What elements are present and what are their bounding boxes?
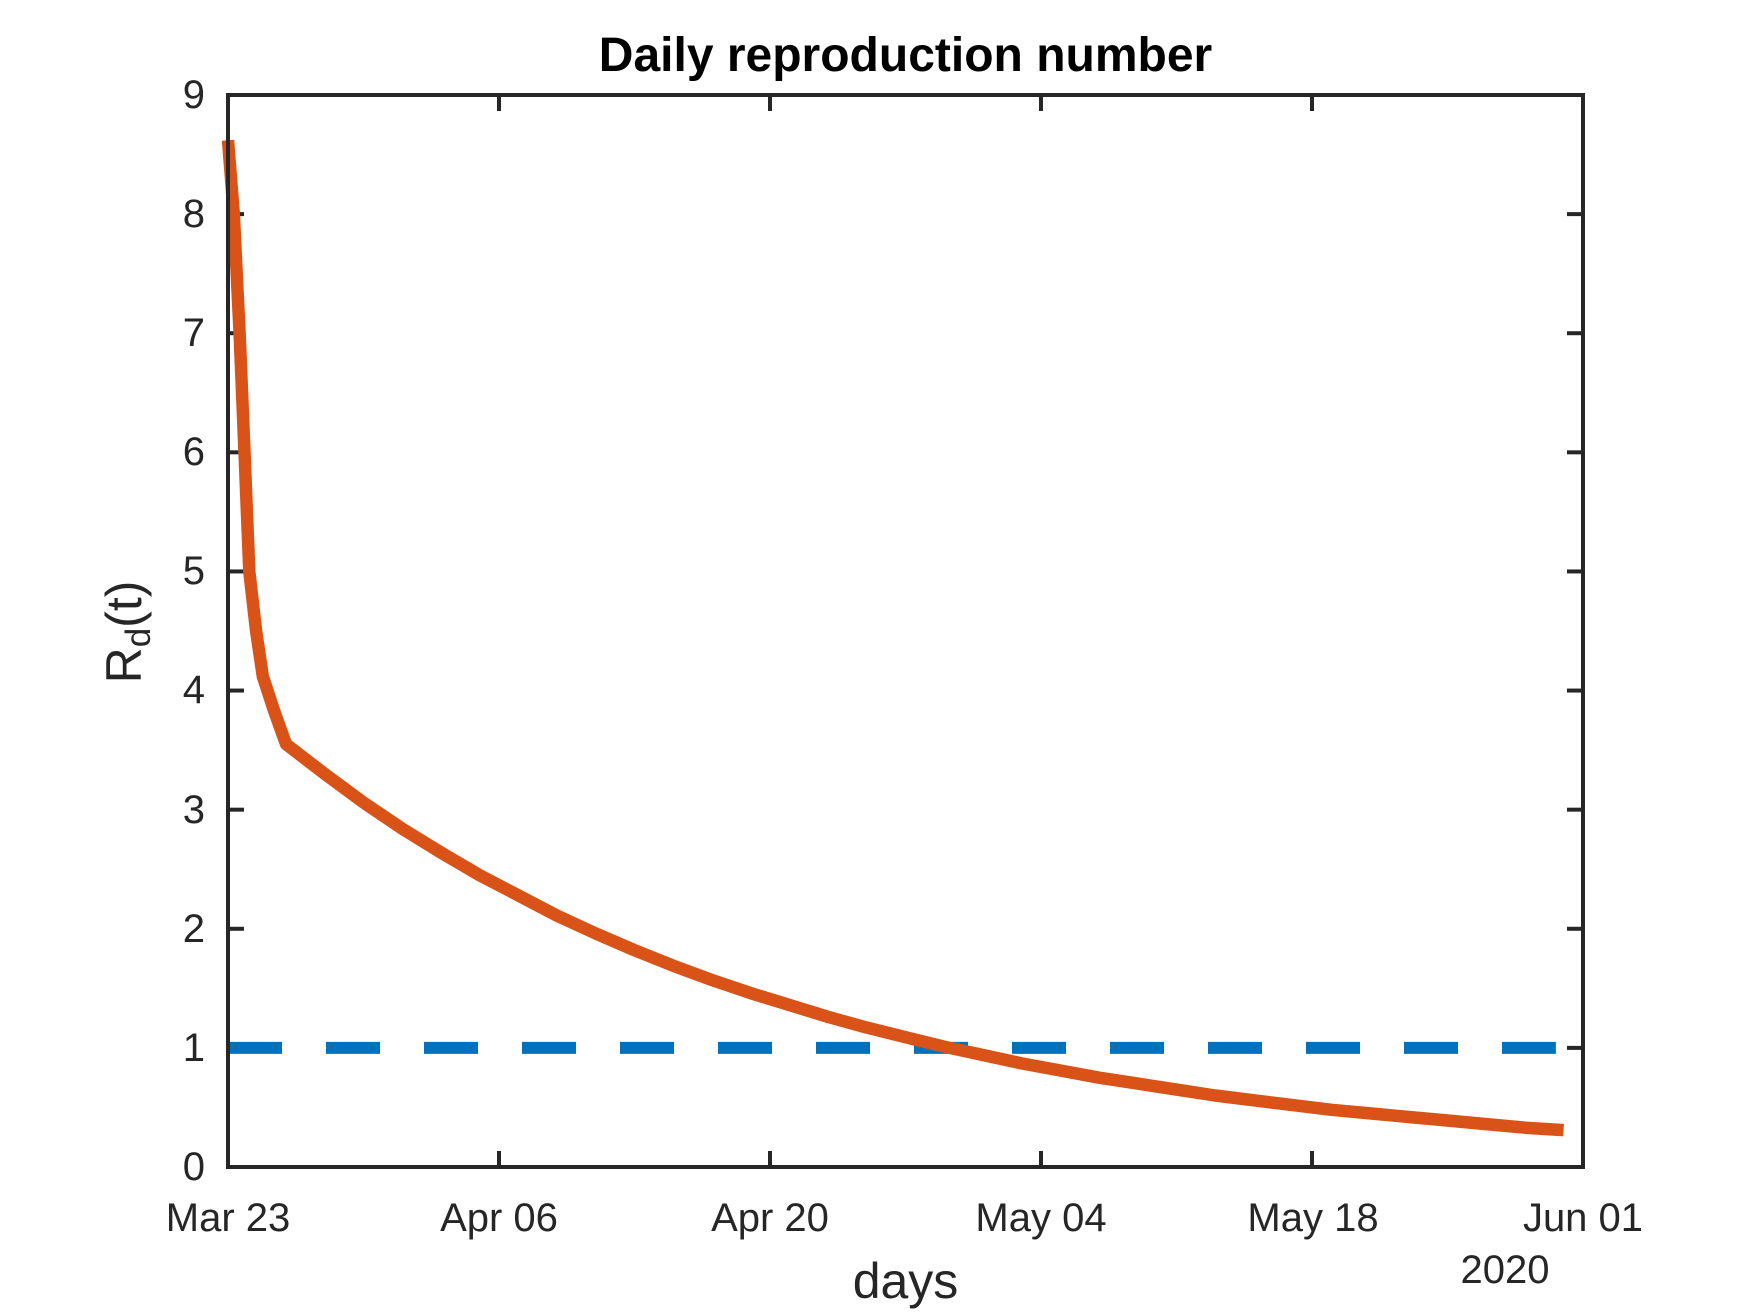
x-axis-label: days (852, 1253, 959, 1309)
x-tick-label-apr20: Apr 20 (711, 1196, 829, 1240)
r-curve (221, 139, 1564, 1137)
y-tick-label-6: 6 (182, 430, 205, 474)
chart-title: Daily reproduction number (598, 29, 1213, 82)
x-tick-label-may04: May 04 (975, 1196, 1107, 1240)
y-tick-label-7: 7 (182, 311, 205, 355)
x-tick-label-jun01: Jun 01 (1522, 1196, 1644, 1240)
y-tick-label-9: 9 (182, 73, 205, 117)
x-tick-label-may18: May 18 (1247, 1196, 1379, 1240)
year-label: 2020 (1460, 1248, 1550, 1292)
axis-frame (226, 93, 1585, 1169)
y-axis-label-subscript: d (118, 627, 158, 648)
axis-ticks (226, 93, 1585, 1169)
x-tick-label-apr06: Apr 06 (440, 1196, 558, 1240)
y-tick-label-8: 8 (182, 192, 205, 236)
y-tick-label-1: 1 (182, 1026, 205, 1070)
y-tick-label-2: 2 (182, 907, 205, 951)
y-tick-label-0: 0 (182, 1145, 205, 1189)
y-tick-label-5: 5 (182, 549, 205, 593)
x-tick-label-mar23: Mar 23 (165, 1196, 291, 1240)
y-tick-label-4: 4 (182, 668, 205, 712)
y-tick-label-3: 3 (182, 788, 205, 832)
